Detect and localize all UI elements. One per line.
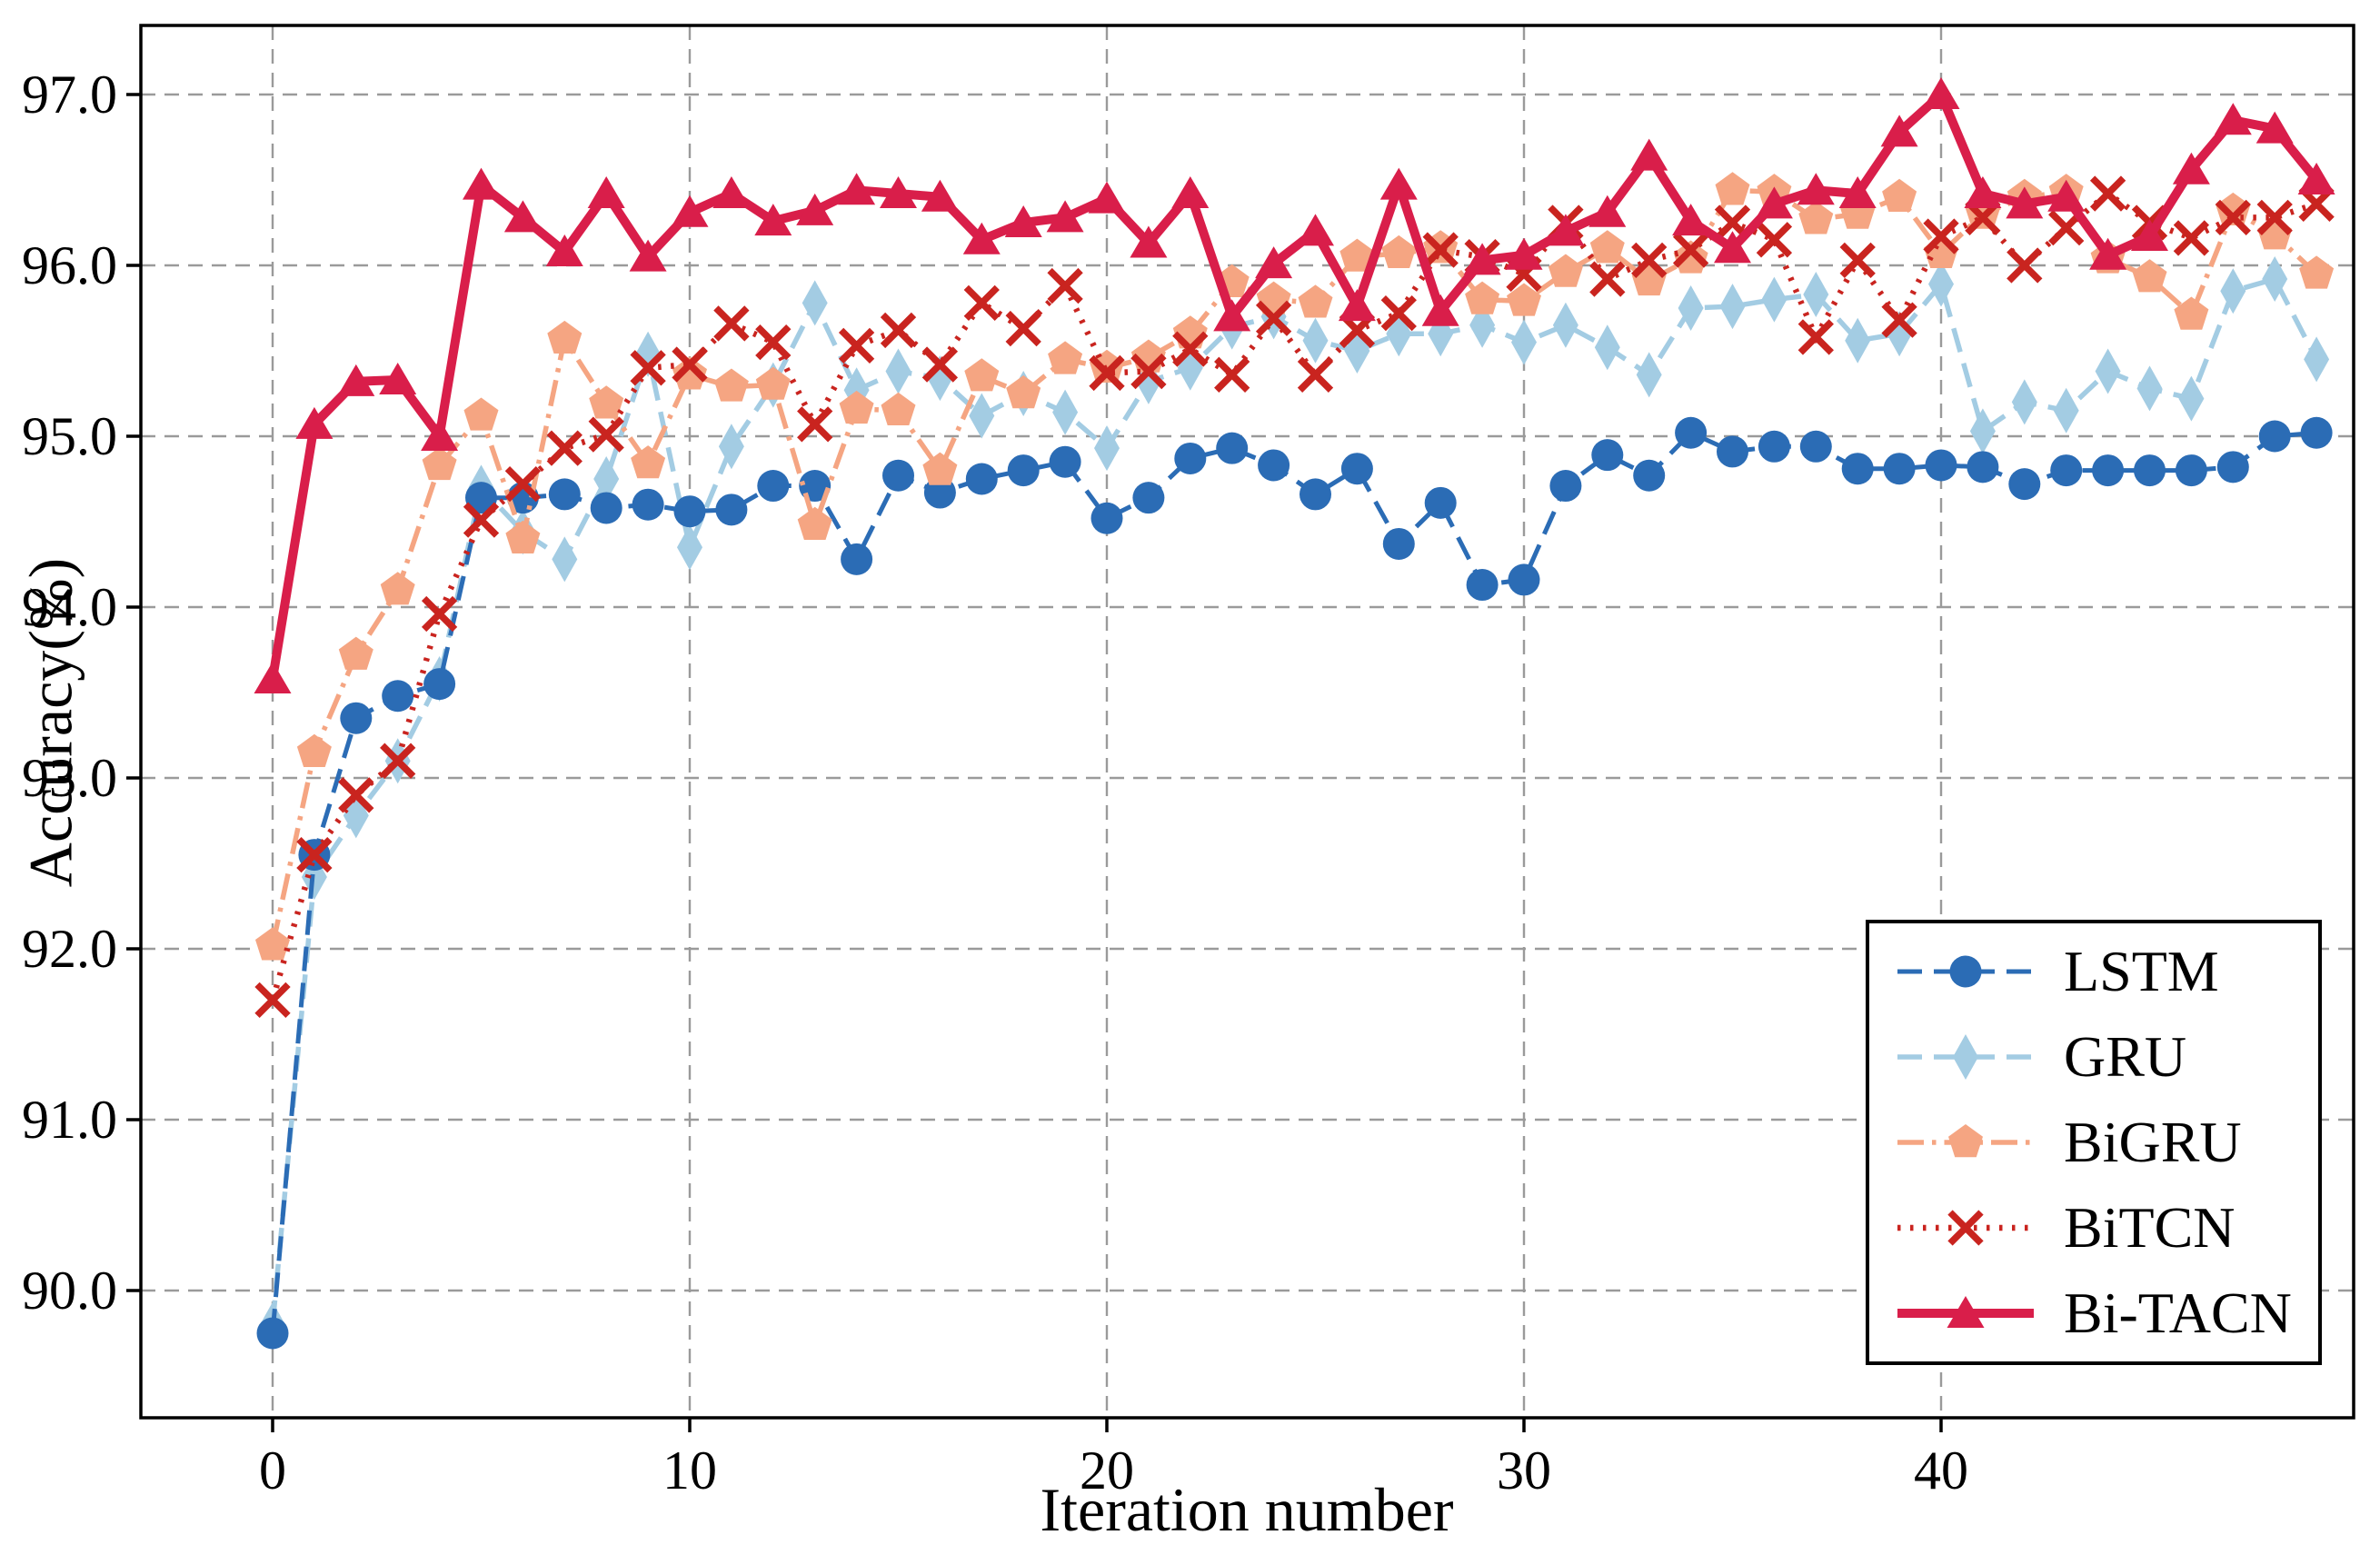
x-tick-label: 0 bbox=[259, 1440, 286, 1500]
legend-item-BiTCN: BiTCN bbox=[1869, 1186, 2318, 1270]
legend-marker-icon bbox=[1897, 1210, 2034, 1246]
y-tick-label: 92.0 bbox=[22, 919, 117, 979]
y-tick-label: 95.0 bbox=[22, 406, 117, 466]
y-axis-label: Accuracy(%) bbox=[15, 557, 85, 888]
legend-item-label: BiTCN bbox=[2064, 1195, 2236, 1260]
y-tick-label: 97.0 bbox=[22, 65, 117, 125]
y-tick-label: 90.0 bbox=[22, 1261, 117, 1321]
legend-item-label: Bi-TACN bbox=[2064, 1281, 2292, 1345]
x-axis-label: Iteration number bbox=[1040, 1475, 1454, 1544]
x-tick-label: 40 bbox=[1914, 1440, 1968, 1500]
x-tick-label: 10 bbox=[662, 1440, 717, 1500]
y-tick-label: 96.0 bbox=[22, 235, 117, 295]
y-tick-label: 93.0 bbox=[22, 748, 117, 808]
axis-ticks bbox=[126, 93, 1943, 1432]
legend-item-label: LSTM bbox=[2064, 939, 2219, 1003]
legend: LSTM GRU BiGRU BiTCN Bi-TACN bbox=[1866, 920, 2322, 1365]
series-Bi-TACN bbox=[254, 77, 2335, 693]
legend-item-LSTM: LSTM bbox=[1869, 930, 2318, 1013]
y-tick-label: 94.0 bbox=[22, 577, 117, 637]
axis-tick-labels: 90.0 91.0 92.0 93.0 94.0 95.0 96.0 97.0 0 10 20 30 4… bbox=[22, 65, 1968, 1500]
legend-marker-icon bbox=[1897, 1034, 2034, 1080]
legend-marker-icon bbox=[1897, 955, 2034, 988]
legend-item-BiGRU: BiGRU bbox=[1869, 1101, 2318, 1184]
legend-item-Bi-TACN: Bi-TACN bbox=[1869, 1271, 2318, 1355]
y-tick-label: 91.0 bbox=[22, 1090, 117, 1150]
plot-border bbox=[139, 24, 2355, 1420]
series-BiTCN bbox=[254, 175, 2335, 1019]
legend-marker-icon bbox=[1897, 1296, 2034, 1328]
x-tick-label: 20 bbox=[1080, 1440, 1134, 1500]
x-tick-label: 30 bbox=[1497, 1440, 1551, 1500]
legend-item-label: BiGRU bbox=[2064, 1110, 2242, 1174]
legend-item-label: GRU bbox=[2064, 1024, 2187, 1089]
legend-item-GRU: GRU bbox=[1869, 1015, 2318, 1099]
legend-marker-icon bbox=[1897, 1124, 2034, 1158]
